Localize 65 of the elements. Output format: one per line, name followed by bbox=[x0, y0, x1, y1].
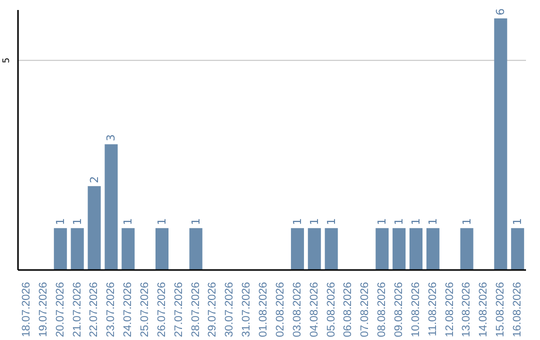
bar bbox=[410, 228, 422, 270]
data-label: 1 bbox=[189, 218, 202, 226]
data-label: 1 bbox=[290, 218, 304, 226]
x-tick-label: 18.07.2026 bbox=[20, 282, 32, 338]
x-tick-label: 25.07.2026 bbox=[139, 282, 151, 338]
data-label: 1 bbox=[324, 218, 338, 226]
bar bbox=[494, 18, 508, 270]
x-tick-label: 16.08.2026 bbox=[512, 282, 524, 338]
data-label: 3 bbox=[104, 134, 118, 142]
bar bbox=[122, 228, 135, 270]
data-label: 1 bbox=[392, 218, 406, 226]
bar bbox=[376, 228, 389, 270]
x-tick-label: 30.07.2026 bbox=[224, 282, 236, 338]
bar bbox=[460, 228, 474, 270]
x-tick-label: 28.07.2026 bbox=[190, 282, 202, 338]
x-tick-label: 22.07.2026 bbox=[88, 282, 100, 338]
x-tick-label: 01.08.2026 bbox=[258, 282, 270, 338]
data-label: 1 bbox=[426, 218, 440, 226]
bar bbox=[104, 144, 118, 270]
x-tick-label: 03.08.2026 bbox=[291, 282, 304, 338]
x-tick-label: 19.07.2026 bbox=[37, 282, 50, 338]
x-tick-label: 12.08.2026 bbox=[444, 282, 456, 338]
x-tick-label: 14.08.2026 bbox=[478, 282, 490, 338]
data-label: 2 bbox=[88, 176, 101, 184]
x-tick-label: 05.08.2026 bbox=[325, 282, 338, 338]
data-label: 1 bbox=[460, 218, 474, 226]
data-label: 6 bbox=[494, 8, 508, 16]
x-tick-label: 29.07.2026 bbox=[206, 282, 219, 338]
x-tick-label: 09.08.2026 bbox=[393, 282, 405, 338]
bar bbox=[511, 228, 524, 270]
x-tick-label: 21.07.2026 bbox=[71, 282, 84, 338]
bar bbox=[290, 228, 304, 270]
data-label: 1 bbox=[156, 218, 168, 226]
bar bbox=[70, 228, 84, 270]
x-tick-label: 06.08.2026 bbox=[342, 282, 354, 338]
x-tick-label: 07.08.2026 bbox=[359, 282, 372, 338]
bar bbox=[54, 228, 67, 270]
bar bbox=[392, 228, 406, 270]
bar bbox=[426, 228, 440, 270]
x-tick-label: 15.08.2026 bbox=[494, 282, 507, 338]
x-tick-label: 10.08.2026 bbox=[410, 282, 422, 338]
x-tick-label: 08.08.2026 bbox=[376, 282, 388, 338]
data-label: 1 bbox=[308, 218, 321, 226]
x-tick-label: 04.08.2026 bbox=[308, 282, 320, 338]
bar bbox=[156, 228, 168, 270]
x-tick-label: 11.08.2026 bbox=[426, 282, 439, 336]
data-label: 1 bbox=[511, 218, 524, 226]
x-tick-label: 02.08.2026 bbox=[274, 282, 286, 338]
data-label: 1 bbox=[70, 218, 84, 226]
x-tick-label: 31.07.2026 bbox=[240, 282, 253, 338]
y-tick-label: 5 bbox=[2, 57, 12, 64]
bar bbox=[324, 228, 338, 270]
bar bbox=[308, 228, 321, 270]
bar bbox=[189, 228, 202, 270]
x-tick-label: 23.07.2026 bbox=[105, 282, 118, 338]
x-tick-label: 20.07.2026 bbox=[54, 282, 66, 338]
data-label: 1 bbox=[376, 218, 389, 226]
data-label: 1 bbox=[410, 218, 422, 226]
data-label: 1 bbox=[54, 218, 67, 226]
data-label: 1 bbox=[122, 218, 135, 226]
x-tick-label: 27.07.2026 bbox=[172, 282, 185, 338]
bar bbox=[88, 186, 101, 270]
x-tick-label: 24.07.2026 bbox=[122, 282, 134, 338]
x-tick-label: 26.07.2026 bbox=[156, 282, 168, 338]
x-tick-label: 13.08.2026 bbox=[460, 282, 473, 338]
